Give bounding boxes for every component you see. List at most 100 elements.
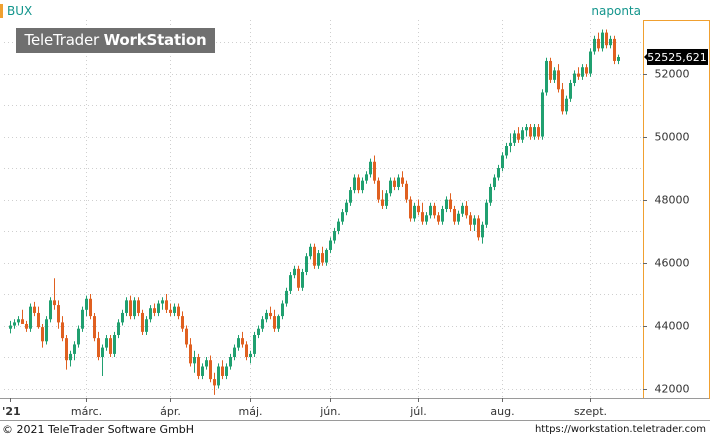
candle[interactable] — [513, 130, 516, 146]
candle[interactable] — [461, 202, 464, 217]
candle[interactable] — [453, 205, 456, 225]
candle[interactable] — [477, 215, 480, 241]
candle[interactable] — [493, 174, 496, 191]
footer-url-link[interactable]: https://workstation.teletrader.com — [534, 424, 706, 435]
candle[interactable] — [125, 297, 128, 317]
candle[interactable] — [297, 265, 300, 291]
candle[interactable] — [589, 48, 592, 77]
candle[interactable] — [577, 67, 580, 80]
candle[interactable] — [237, 335, 240, 351]
candle[interactable] — [197, 353, 200, 380]
candle[interactable] — [285, 287, 288, 307]
candle[interactable] — [301, 268, 304, 291]
candle[interactable] — [497, 164, 500, 181]
candle[interactable] — [473, 215, 476, 232]
candle[interactable] — [85, 295, 88, 317]
candle[interactable] — [217, 363, 220, 389]
candle[interactable] — [617, 54, 620, 65]
candle[interactable] — [213, 372, 216, 395]
candle[interactable] — [37, 306, 40, 329]
candle[interactable] — [45, 316, 48, 345]
candle[interactable] — [97, 331, 100, 361]
candle[interactable] — [309, 243, 312, 260]
candle[interactable] — [109, 335, 112, 358]
candle[interactable] — [321, 246, 324, 266]
candle[interactable] — [521, 127, 524, 143]
candle[interactable] — [413, 202, 416, 222]
candle[interactable] — [585, 64, 588, 77]
candle[interactable] — [529, 123, 532, 140]
candle[interactable] — [489, 183, 492, 206]
candle[interactable] — [69, 350, 72, 367]
candle[interactable] — [337, 218, 340, 235]
candle[interactable] — [229, 353, 232, 370]
candle[interactable] — [601, 29, 604, 52]
candle[interactable] — [377, 177, 380, 203]
candle[interactable] — [257, 325, 260, 339]
candle[interactable] — [417, 199, 420, 216]
candle[interactable] — [205, 357, 208, 370]
candle[interactable] — [53, 278, 56, 310]
candle[interactable] — [117, 319, 120, 339]
candle[interactable] — [157, 300, 160, 317]
candle[interactable] — [141, 309, 144, 335]
candle[interactable] — [537, 123, 540, 140]
candle[interactable] — [241, 331, 244, 348]
candle[interactable] — [433, 202, 436, 219]
candle[interactable] — [165, 294, 168, 313]
candle[interactable] — [225, 363, 228, 380]
candle[interactable] — [605, 29, 608, 49]
candle[interactable] — [57, 300, 60, 329]
candle[interactable] — [361, 177, 364, 194]
candle[interactable] — [465, 201, 468, 219]
candle[interactable] — [357, 174, 360, 194]
candle[interactable] — [261, 316, 264, 332]
candle[interactable] — [281, 300, 284, 320]
candle[interactable] — [65, 335, 68, 370]
candle[interactable] — [61, 316, 64, 342]
candle[interactable] — [569, 79, 572, 102]
candle[interactable] — [133, 297, 136, 320]
candle[interactable] — [101, 344, 104, 376]
candle[interactable] — [185, 325, 188, 348]
candle[interactable] — [325, 248, 328, 266]
candle[interactable] — [365, 171, 368, 184]
candle[interactable] — [429, 202, 432, 219]
candle[interactable] — [345, 199, 348, 216]
candle[interactable] — [273, 309, 276, 332]
candle[interactable] — [93, 312, 96, 342]
candle[interactable] — [609, 35, 612, 49]
candle[interactable] — [129, 295, 132, 320]
symbol-label[interactable]: BUX — [7, 4, 33, 18]
candle[interactable] — [169, 303, 172, 317]
candle[interactable] — [549, 57, 552, 83]
candle[interactable] — [265, 309, 268, 323]
candle[interactable] — [153, 303, 156, 317]
candle[interactable] — [373, 155, 376, 184]
candle[interactable] — [405, 180, 408, 203]
candle[interactable] — [177, 303, 180, 320]
candle[interactable] — [469, 212, 472, 232]
candle[interactable] — [425, 212, 428, 225]
candle[interactable] — [393, 177, 396, 191]
candle[interactable] — [421, 202, 424, 225]
candle[interactable] — [329, 237, 332, 254]
candle[interactable] — [161, 297, 164, 310]
candle[interactable] — [449, 193, 452, 213]
candle[interactable] — [269, 306, 272, 320]
candle[interactable] — [613, 35, 616, 65]
candle[interactable] — [533, 123, 536, 140]
candle[interactable] — [525, 123, 528, 137]
candle[interactable] — [445, 196, 448, 213]
candle[interactable] — [409, 196, 412, 222]
candle[interactable] — [597, 32, 600, 52]
candle[interactable] — [25, 320, 28, 332]
candle[interactable] — [209, 355, 212, 383]
candle[interactable] — [29, 303, 32, 332]
candle[interactable] — [121, 309, 124, 326]
candle[interactable] — [593, 35, 596, 55]
candle[interactable] — [105, 335, 108, 351]
candle[interactable] — [441, 205, 444, 225]
candle[interactable] — [41, 323, 44, 348]
candle[interactable] — [545, 57, 548, 96]
